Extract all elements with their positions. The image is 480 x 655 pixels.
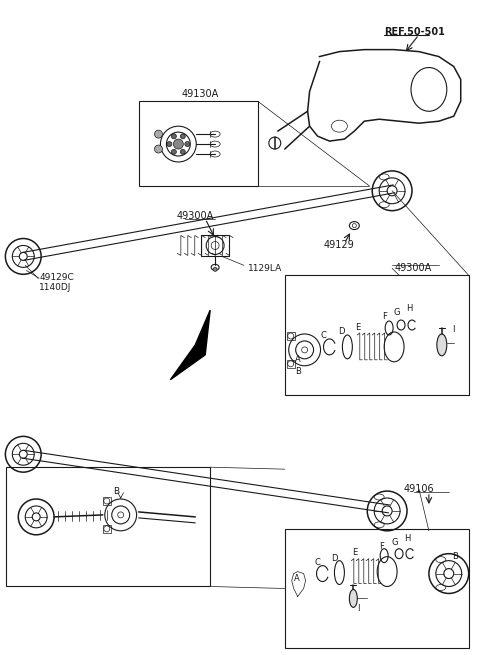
Ellipse shape: [213, 267, 217, 271]
Text: H: H: [404, 534, 410, 543]
Text: G: G: [392, 538, 398, 547]
Text: 1140DJ: 1140DJ: [39, 283, 72, 291]
Bar: [285, 529, 468, 648]
Ellipse shape: [171, 134, 176, 139]
Text: D: D: [331, 554, 338, 563]
Text: 1129LA: 1129LA: [248, 264, 282, 273]
Text: A: A: [294, 574, 300, 583]
Text: G: G: [394, 308, 400, 316]
Text: REF.50-501: REF.50-501: [384, 27, 445, 37]
Text: 49129: 49129: [324, 240, 355, 250]
Text: 49300A: 49300A: [394, 263, 432, 273]
Polygon shape: [170, 310, 210, 380]
Text: B: B: [295, 367, 300, 376]
Text: 49129C: 49129C: [39, 272, 74, 282]
Bar: [139, 102, 258, 186]
Text: B: B: [113, 487, 119, 496]
Bar: [287, 360, 295, 367]
Text: I: I: [357, 604, 360, 613]
Bar: [287, 332, 295, 340]
Ellipse shape: [173, 139, 183, 149]
Ellipse shape: [349, 590, 357, 607]
Bar: [103, 525, 111, 533]
Text: B: B: [452, 552, 458, 561]
Bar: [6, 467, 210, 586]
Text: C: C: [314, 558, 321, 567]
Ellipse shape: [437, 334, 447, 356]
Bar: [103, 497, 111, 505]
Text: I: I: [453, 326, 455, 335]
Text: F: F: [379, 542, 384, 552]
Text: A: A: [295, 355, 300, 364]
Bar: [285, 275, 468, 394]
Text: C: C: [321, 331, 326, 341]
Text: 49130A: 49130A: [181, 89, 219, 100]
Ellipse shape: [180, 149, 185, 155]
Text: E: E: [352, 548, 357, 557]
Bar: [201, 234, 229, 256]
Ellipse shape: [171, 149, 176, 155]
Text: F: F: [382, 312, 386, 320]
Text: D: D: [338, 328, 345, 337]
Ellipse shape: [155, 145, 162, 153]
Text: H: H: [406, 304, 412, 312]
Ellipse shape: [180, 134, 185, 139]
Ellipse shape: [185, 141, 190, 147]
Text: 49300A: 49300A: [177, 211, 214, 221]
Text: E: E: [355, 324, 360, 333]
Ellipse shape: [167, 141, 172, 147]
Ellipse shape: [155, 130, 162, 138]
Text: 49106: 49106: [404, 484, 434, 494]
